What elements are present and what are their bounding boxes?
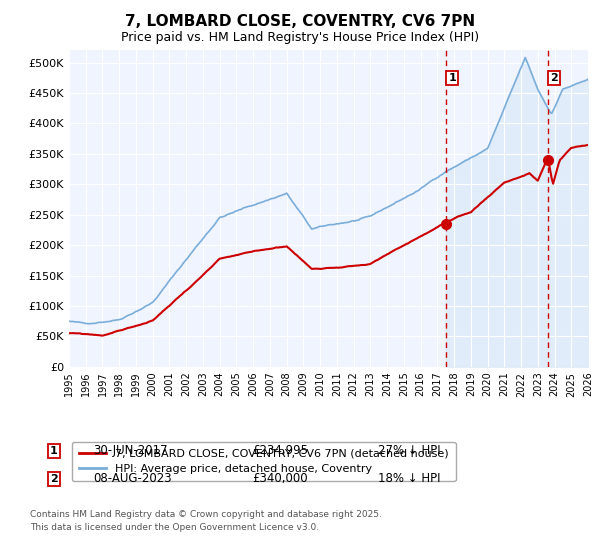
Text: 08-AUG-2023: 08-AUG-2023 <box>93 472 172 486</box>
Text: Contains HM Land Registry data © Crown copyright and database right 2025.
This d: Contains HM Land Registry data © Crown c… <box>30 510 382 531</box>
Text: 30-JUN-2017: 30-JUN-2017 <box>93 444 167 458</box>
Text: £234,995: £234,995 <box>252 444 308 458</box>
Text: Price paid vs. HM Land Registry's House Price Index (HPI): Price paid vs. HM Land Registry's House … <box>121 31 479 44</box>
Text: 2: 2 <box>50 474 58 484</box>
Text: 2: 2 <box>550 73 558 83</box>
Text: 18% ↓ HPI: 18% ↓ HPI <box>378 472 440 486</box>
Text: 1: 1 <box>448 73 456 83</box>
Legend: 7, LOMBARD CLOSE, COVENTRY, CV6 7PN (detached house), HPI: Average price, detach: 7, LOMBARD CLOSE, COVENTRY, CV6 7PN (det… <box>72 442 455 481</box>
Text: 1: 1 <box>50 446 58 456</box>
Text: 7, LOMBARD CLOSE, COVENTRY, CV6 7PN: 7, LOMBARD CLOSE, COVENTRY, CV6 7PN <box>125 14 475 29</box>
Text: 27% ↓ HPI: 27% ↓ HPI <box>378 444 440 458</box>
Text: £340,000: £340,000 <box>252 472 308 486</box>
